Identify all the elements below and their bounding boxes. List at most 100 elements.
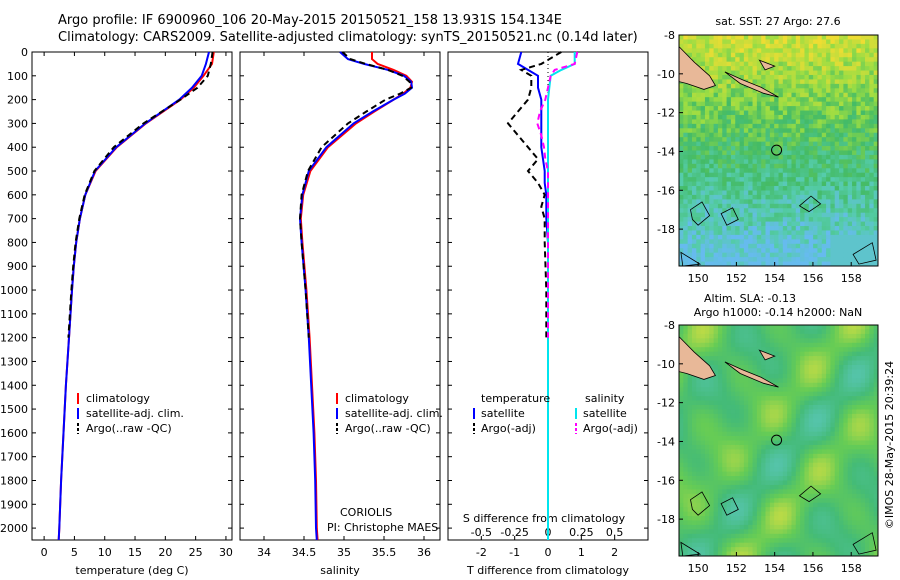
depth-tick-label: 2000 — [0, 522, 28, 535]
x-tick-label: 15 — [128, 546, 142, 559]
legend-label: climatology — [345, 392, 409, 405]
legend-label: climatology — [86, 392, 150, 405]
lat-tick-label: -10 — [657, 68, 675, 81]
depth-tick-label: 1500 — [0, 403, 28, 416]
series-line-climatology — [299, 52, 414, 541]
series-line-climatology — [57, 51, 215, 541]
lon-tick-label: 150 — [688, 272, 709, 285]
lat-tick-label: -18 — [657, 513, 675, 526]
reef-contour — [680, 251, 702, 267]
x-tick-label: 25 — [189, 546, 203, 559]
series-line-satellite-adj-clim- — [298, 51, 414, 541]
island — [758, 349, 776, 361]
lat-tick-label: -14 — [657, 435, 675, 448]
x-axis-label: salinity — [320, 564, 360, 577]
sst_map-image — [679, 35, 879, 267]
lon-tick-label: 154 — [764, 562, 785, 575]
s-tick-label: -0.25 — [500, 526, 528, 539]
series-line-satellite-adj-clim- — [57, 51, 210, 541]
legend-label: Argo(-adj) — [583, 422, 638, 435]
s-tick-label: 0.25 — [569, 526, 594, 539]
salinity-frame — [239, 51, 441, 541]
x-tick-label: 35.5 — [372, 546, 397, 559]
depth-tick-label: 1000 — [0, 284, 28, 297]
x-tick-label: 34 — [257, 546, 271, 559]
annotation-pi: PI: Christophe MAES — [327, 521, 438, 534]
timestamp: ©IMOS 28-May-2015 20:39:24 — [883, 361, 896, 529]
annotation-coriolis: CORIOLIS — [340, 506, 392, 519]
x-tick-label: -1 — [509, 546, 520, 559]
depth-tick-label: 1800 — [0, 474, 28, 487]
depth-tick-label: 300 — [7, 117, 28, 130]
lat-tick-label: -16 — [657, 184, 675, 197]
argo-location-marker — [771, 144, 783, 156]
lat-tick-label: -10 — [657, 358, 675, 371]
x-tick-label: 1 — [578, 546, 585, 559]
land-mass — [678, 45, 716, 90]
x-tick-label: 10 — [98, 546, 112, 559]
depth-tick-label: 900 — [7, 260, 28, 273]
temperature-frame — [31, 51, 233, 541]
lon-tick-label: 158 — [841, 562, 862, 575]
s-axis-label: S difference from climatology — [463, 512, 626, 525]
reef-contour — [852, 532, 877, 555]
depth-tick-label: 700 — [7, 213, 28, 226]
x-tick-label: 36 — [417, 546, 431, 559]
legend-title: salinity — [585, 392, 625, 405]
series-line-argo-raw-qc- — [298, 51, 413, 338]
reef-contour — [720, 497, 739, 516]
legend-label: Argo(..raw -QC) — [345, 422, 431, 435]
lat-tick-label: -16 — [657, 474, 675, 487]
depth-tick-label: 600 — [7, 189, 28, 202]
depth-tick-label: 1100 — [0, 308, 28, 321]
x-tick-label: 0 — [41, 546, 48, 559]
lon-tick-label: 158 — [841, 272, 862, 285]
series-line-salinity-satellite — [547, 52, 576, 540]
lon-tick-label: 152 — [726, 562, 747, 575]
depth-tick-label: 1200 — [0, 332, 28, 345]
lon-tick-label: 150 — [688, 562, 709, 575]
depth-tick-label: 800 — [7, 236, 28, 249]
reef-contour — [690, 491, 711, 516]
depth-tick-label: 1600 — [0, 427, 28, 440]
series-line-salinity-argo-adj- — [536, 51, 579, 338]
depth-tick-label: 1300 — [0, 355, 28, 368]
x-axis-label: T difference from climatology — [466, 564, 629, 577]
figure-title-line1: Argo profile: IF 6900960_106 20-May-2015… — [58, 13, 562, 28]
x-tick-label: 35 — [337, 546, 351, 559]
reef-contour — [852, 242, 877, 265]
legend-label: Argo(..raw -QC) — [86, 422, 172, 435]
lon-tick-label: 154 — [764, 272, 785, 285]
land-mass — [678, 335, 716, 380]
depth-tick-label: 1900 — [0, 498, 28, 511]
series-line-temperature-satellite — [516, 51, 549, 540]
lat-tick-label: -14 — [657, 145, 675, 158]
lon-tick-label: 156 — [802, 272, 823, 285]
x-tick-label: 34.5 — [292, 546, 317, 559]
figure-title-line2: Climatology: CARS2009. Satellite-adjuste… — [58, 30, 638, 45]
x-tick-label: -2 — [476, 546, 487, 559]
x-axis-label: temperature (deg C) — [75, 564, 188, 577]
reef-contour — [798, 485, 822, 503]
reef-contour — [720, 207, 739, 226]
depth-tick-label: 200 — [7, 94, 28, 107]
lat-tick-label: -18 — [657, 223, 675, 236]
lat-tick-label: -12 — [657, 107, 675, 120]
reef-contour — [690, 201, 711, 226]
island — [724, 361, 779, 388]
depth-tick-label: 100 — [7, 70, 28, 83]
island — [758, 59, 776, 71]
depth-tick-label: 400 — [7, 141, 28, 154]
legend-label: satellite — [583, 407, 627, 420]
depth-tick-label: 500 — [7, 165, 28, 178]
sla_map-frame — [678, 324, 879, 557]
series-line-argo-raw-qc- — [67, 51, 214, 338]
legend-title: temperature — [481, 392, 550, 405]
reef-contour — [680, 541, 702, 557]
sla-map-title-line1: Altim. SLA: -0.13 — [704, 292, 796, 305]
lat-tick-label: -8 — [664, 319, 675, 332]
legend-label: satellite-adj. clim. — [86, 407, 184, 420]
x-tick-label: 5 — [71, 546, 78, 559]
island — [724, 71, 779, 98]
